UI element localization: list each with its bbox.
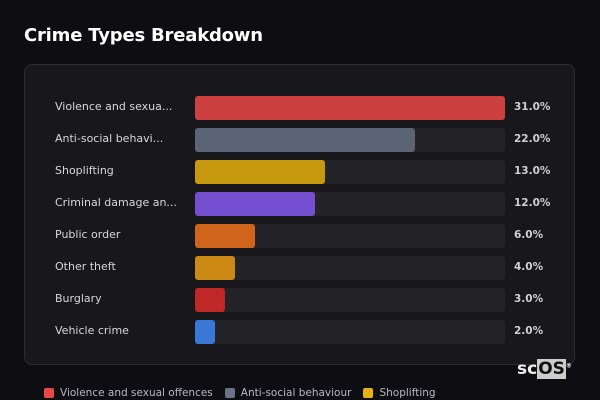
bar-value-label: 31.0% — [514, 101, 551, 113]
bar-label: Other theft — [55, 260, 116, 273]
bar-track — [195, 160, 505, 184]
bar-track — [195, 288, 505, 312]
bar-track — [195, 128, 505, 152]
bar-value-label: 2.0% — [514, 325, 544, 337]
bar-label: Burglary — [55, 292, 102, 305]
bar-label: Violence and sexua... — [55, 100, 173, 113]
bar-track — [195, 192, 505, 216]
bar-row: Anti-social behavi... 22.0% — [25, 128, 574, 152]
legend-item[interactable]: Shoplifting — [363, 387, 436, 399]
bar — [195, 128, 415, 152]
bar-row: Burglary 3.0% — [25, 288, 574, 312]
legend: Violence and sexual offences Anti-social … — [44, 387, 436, 399]
legend-label: Violence and sexual offences — [60, 387, 213, 399]
bar-value-label: 6.0% — [514, 229, 544, 241]
legend-label: Anti-social behaviour — [240, 387, 352, 399]
bar-label: Shoplifting — [55, 164, 114, 177]
bar-track — [195, 256, 505, 280]
bar — [195, 192, 315, 216]
chart-title: Crime Types Breakdown — [24, 25, 263, 46]
bar-value-label: 13.0% — [514, 165, 551, 177]
bar-row: Public order 6.0% — [25, 224, 574, 248]
bar-row: Other theft 4.0% — [25, 256, 574, 280]
bar — [195, 160, 325, 184]
legend-item[interactable]: Violence and sexual offences — [44, 387, 213, 399]
bar-value-label: 3.0% — [514, 293, 544, 305]
bar-row: Criminal damage an... 12.0% — [25, 192, 574, 216]
bar-label: Criminal damage an... — [55, 196, 177, 209]
bar — [195, 96, 505, 120]
bar-label: Vehicle crime — [55, 324, 129, 337]
bar-row: Violence and sexua... 31.0% — [25, 96, 574, 120]
bar-row: Shoplifting 13.0% — [25, 160, 574, 184]
bar-value-label: 12.0% — [514, 197, 551, 209]
legend-swatch — [44, 388, 54, 398]
logo-text: sc — [517, 359, 538, 379]
bar-track — [195, 224, 505, 248]
legend-label: Shoplifting — [379, 387, 436, 399]
legend-item[interactable]: Anti-social behaviour — [224, 387, 352, 399]
bar — [195, 288, 225, 312]
bar-label: Public order — [55, 228, 121, 241]
bar-track — [195, 320, 505, 344]
logo: scOS® — [517, 359, 572, 379]
bar-row: Vehicle crime 2.0% — [25, 320, 574, 344]
bar — [195, 256, 235, 280]
logo-mark: ® — [565, 362, 572, 370]
bar-label: Anti-social behavi... — [55, 132, 164, 145]
legend-swatch — [363, 388, 374, 398]
bar-value-label: 22.0% — [514, 133, 551, 145]
legend-swatch — [224, 388, 235, 398]
bar-track — [195, 96, 505, 120]
chart-card: Violence and sexua... 31.0% Anti-social b… — [24, 64, 575, 365]
bar-value-label: 4.0% — [514, 261, 544, 273]
logo-text-box: OS — [537, 359, 566, 379]
bar — [195, 320, 215, 344]
bar — [195, 224, 255, 248]
